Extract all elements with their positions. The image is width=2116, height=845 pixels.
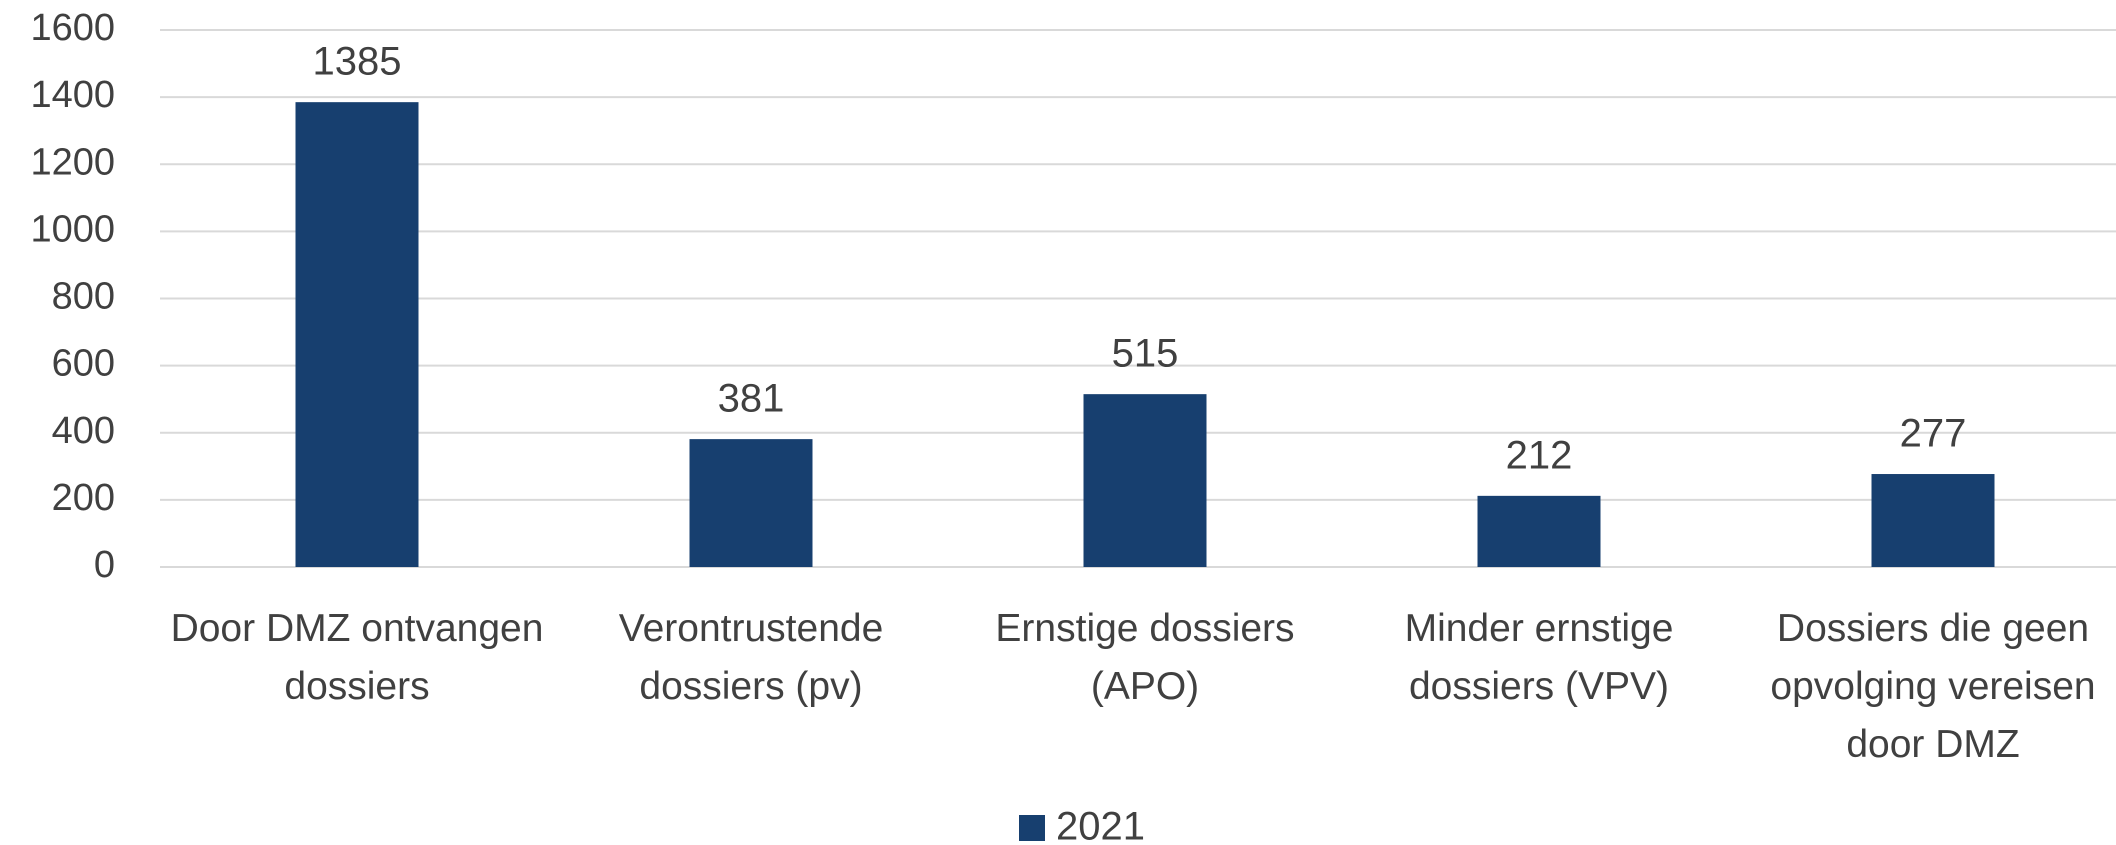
legend-label: 2021 <box>1056 805 1145 845</box>
y-tick-label: 200 <box>52 477 115 519</box>
y-tick-label: 0 <box>94 544 115 586</box>
data-label: 515 <box>1112 332 1179 376</box>
data-label: 277 <box>1900 412 1967 456</box>
x-tick-label: Verontrustende dossiers (pv) <box>618 607 884 708</box>
bar <box>1871 474 1995 567</box>
bar <box>1477 495 1601 567</box>
x-tick-label: Dossiers die geen opvolging vereisen doo… <box>1770 607 2096 766</box>
data-label: 381 <box>718 377 785 421</box>
y-tick-label: 800 <box>52 276 115 318</box>
legend-swatch <box>1019 815 1045 841</box>
data-label: 212 <box>1506 433 1573 477</box>
bar <box>1083 394 1207 567</box>
data-label: 1385 <box>313 40 402 84</box>
y-tick-label: 600 <box>52 343 115 385</box>
y-tick-label: 400 <box>52 410 115 452</box>
y-tick-label: 1200 <box>30 141 115 183</box>
y-tick-label: 1400 <box>30 74 115 116</box>
x-tick-label: Minder ernstige dossiers (VPV) <box>1404 607 1674 708</box>
bar <box>689 439 813 567</box>
y-tick-label: 1000 <box>30 208 115 250</box>
bar <box>295 102 419 568</box>
x-tick-label: Door DMZ ontvangen dossiers <box>170 607 544 708</box>
y-tick-label: 1600 <box>30 7 115 49</box>
x-tick-label: Ernstige dossiers (APO) <box>995 607 1295 708</box>
